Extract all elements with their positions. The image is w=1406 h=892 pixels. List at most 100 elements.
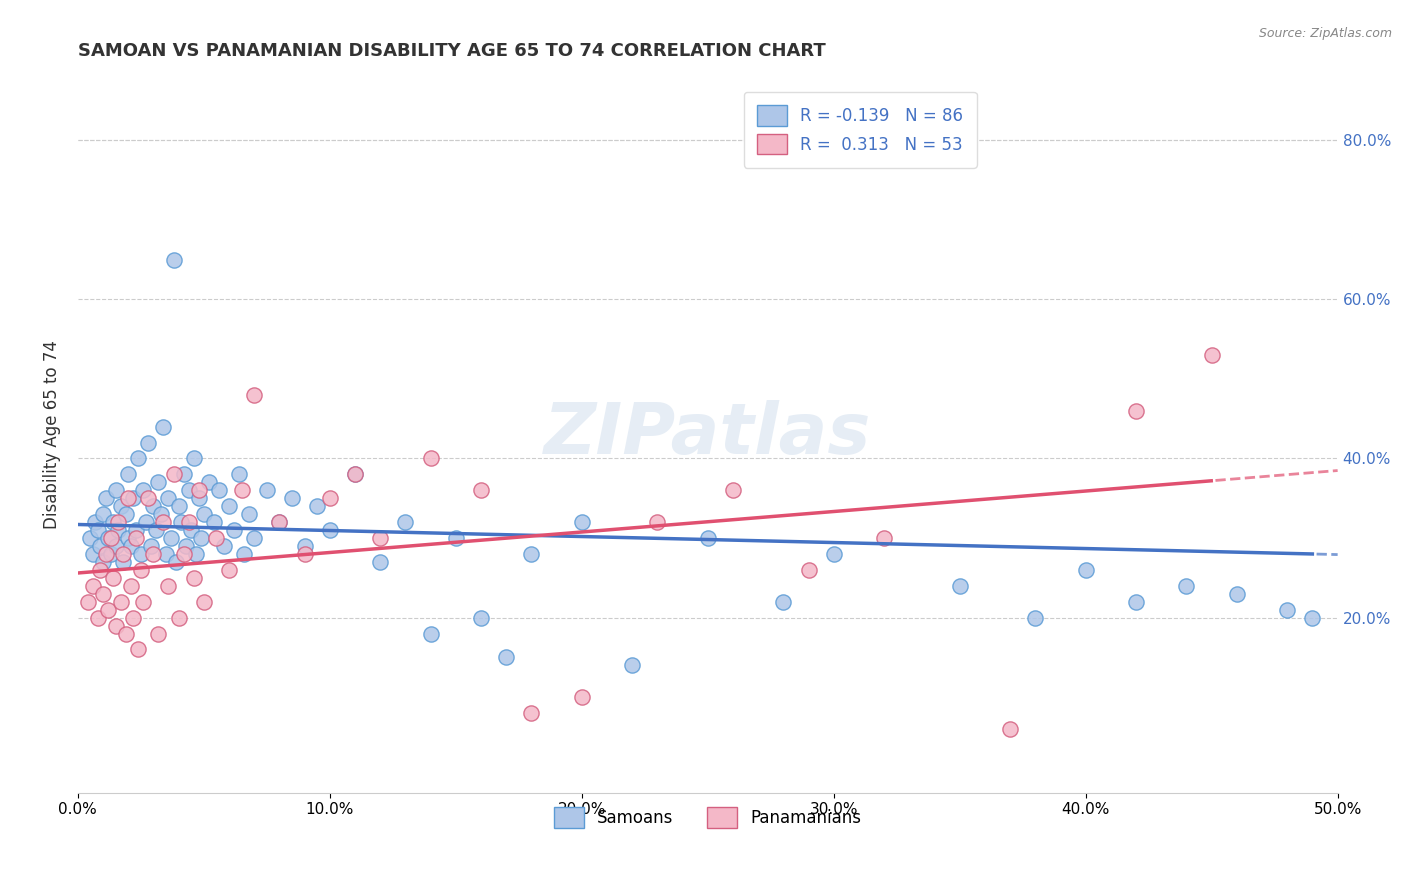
Text: ZIPatlas: ZIPatlas	[544, 401, 872, 469]
Point	[145, 523, 167, 537]
Point	[243, 531, 266, 545]
Point	[120, 579, 142, 593]
Point	[87, 523, 110, 537]
Point	[721, 483, 744, 498]
Text: SAMOAN VS PANAMANIAN DISABILITY AGE 65 TO 74 CORRELATION CHART: SAMOAN VS PANAMANIAN DISABILITY AGE 65 T…	[77, 42, 825, 60]
Point	[117, 531, 139, 545]
Point	[307, 500, 329, 514]
Point	[148, 626, 170, 640]
Point	[772, 595, 794, 609]
Point	[177, 483, 200, 498]
Point	[100, 547, 122, 561]
Point	[149, 507, 172, 521]
Point	[129, 563, 152, 577]
Point	[89, 563, 111, 577]
Point	[343, 467, 366, 482]
Point	[152, 419, 174, 434]
Point	[110, 595, 132, 609]
Point	[91, 555, 114, 569]
Point	[94, 547, 117, 561]
Point	[520, 706, 543, 720]
Point	[205, 531, 228, 545]
Point	[797, 563, 820, 577]
Point	[343, 467, 366, 482]
Point	[269, 515, 291, 529]
Point	[520, 547, 543, 561]
Point	[202, 515, 225, 529]
Point	[114, 507, 136, 521]
Point	[167, 610, 190, 624]
Point	[117, 467, 139, 482]
Point	[823, 547, 845, 561]
Point	[368, 531, 391, 545]
Point	[1301, 610, 1323, 624]
Point	[170, 515, 193, 529]
Point	[91, 507, 114, 521]
Point	[114, 626, 136, 640]
Point	[82, 547, 104, 561]
Point	[873, 531, 896, 545]
Point	[208, 483, 231, 498]
Point	[444, 531, 467, 545]
Point	[1125, 403, 1147, 417]
Point	[212, 539, 235, 553]
Point	[110, 500, 132, 514]
Point	[621, 658, 644, 673]
Point	[419, 626, 441, 640]
Point	[647, 515, 669, 529]
Point	[135, 515, 157, 529]
Y-axis label: Disability Age 65 to 74: Disability Age 65 to 74	[44, 340, 60, 529]
Point	[157, 579, 180, 593]
Point	[97, 531, 120, 545]
Point	[1125, 595, 1147, 609]
Point	[162, 467, 184, 482]
Point	[218, 563, 240, 577]
Point	[100, 531, 122, 545]
Point	[183, 451, 205, 466]
Point	[107, 523, 129, 537]
Point	[138, 435, 160, 450]
Point	[167, 500, 190, 514]
Point	[104, 483, 127, 498]
Point	[696, 531, 718, 545]
Point	[94, 491, 117, 506]
Point	[949, 579, 972, 593]
Point	[122, 610, 145, 624]
Point	[198, 475, 221, 490]
Point	[319, 491, 342, 506]
Point	[269, 515, 291, 529]
Point	[157, 491, 180, 506]
Point	[162, 252, 184, 267]
Point	[117, 491, 139, 506]
Point	[152, 515, 174, 529]
Point	[122, 491, 145, 506]
Point	[1226, 587, 1249, 601]
Point	[419, 451, 441, 466]
Point	[142, 547, 165, 561]
Point	[173, 467, 195, 482]
Point	[281, 491, 304, 506]
Point	[125, 531, 148, 545]
Point	[218, 500, 240, 514]
Point	[998, 722, 1021, 736]
Point	[120, 539, 142, 553]
Point	[193, 595, 215, 609]
Point	[79, 531, 101, 545]
Point	[1024, 610, 1046, 624]
Point	[160, 531, 183, 545]
Point	[104, 618, 127, 632]
Point	[571, 690, 593, 705]
Point	[107, 515, 129, 529]
Point	[470, 483, 492, 498]
Point	[129, 547, 152, 561]
Point	[84, 515, 107, 529]
Point	[101, 571, 124, 585]
Point	[470, 610, 492, 624]
Point	[180, 523, 202, 537]
Point	[187, 483, 209, 498]
Point	[87, 610, 110, 624]
Point	[89, 539, 111, 553]
Point	[127, 642, 149, 657]
Point	[571, 515, 593, 529]
Point	[177, 515, 200, 529]
